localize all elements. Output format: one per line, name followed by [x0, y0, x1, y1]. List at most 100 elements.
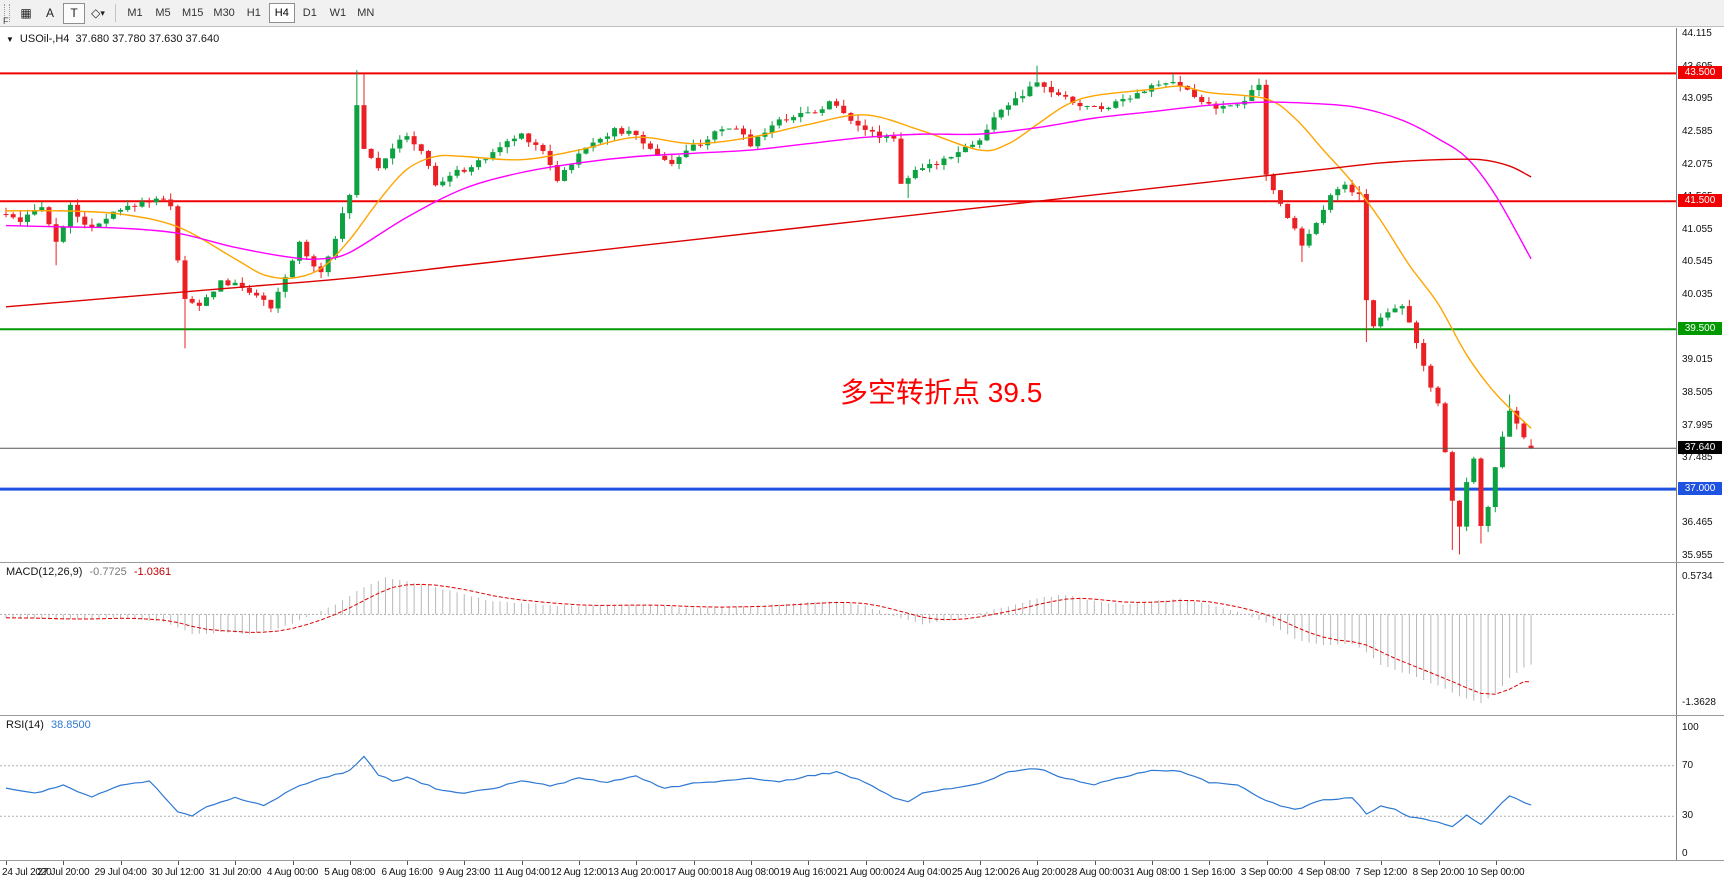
price-tick-label: 42.585 — [1682, 125, 1713, 137]
ma-line-fast-orange — [5, 85, 1532, 429]
time-tickmark — [1094, 861, 1096, 865]
price-level-label: 37.000 — [1678, 482, 1722, 496]
price-tick-label: 41.055 — [1682, 223, 1713, 235]
macd-label: MACD(12,26,9) -0.7725 -1.0361 — [6, 566, 175, 578]
date-label: 12 Aug 12:00 — [550, 867, 608, 878]
price-tick-label: 43.095 — [1682, 93, 1713, 105]
date-label: 4 Aug 00:00 — [266, 867, 319, 878]
date-label: 29 Jul 04:00 — [94, 867, 147, 878]
rsi-line — [5, 755, 1532, 828]
indicator-tick-label: 70 — [1682, 759, 1694, 771]
time-tickmark — [235, 861, 237, 865]
rsi-name: RSI(14) — [6, 719, 44, 731]
timeframe-button-M1[interactable]: M1 — [122, 3, 148, 23]
price-level-label: 39.500 — [1678, 322, 1722, 336]
time-tickmark — [1381, 861, 1383, 865]
time-tickmark — [579, 861, 580, 865]
rsi-value: 38.8500 — [50, 719, 91, 731]
price-tick-label: 44.115 — [1682, 28, 1712, 39]
indicator-tick-label: 100 — [1682, 722, 1699, 733]
time-tickmark — [1323, 861, 1325, 865]
price-tick-label: 35.955 — [1682, 550, 1713, 561]
time-tickmark — [407, 861, 409, 865]
timeframe-group: M1 M5 M15 M30 H1 H4 D1 W1 MN — [121, 3, 380, 23]
timeframe-button-H1[interactable]: H1 — [241, 3, 267, 23]
price-tick-label: 40.545 — [1682, 256, 1713, 268]
ma-line-medium-magenta — [5, 101, 1532, 261]
timeframe-button-MN[interactable]: MN — [353, 3, 379, 23]
price-tick-label: 36.465 — [1682, 517, 1713, 529]
ma-line-slow-red — [5, 158, 1532, 308]
text-a-button[interactable]: A — [39, 3, 61, 24]
date-label: 24 Aug 04:00 — [894, 867, 952, 878]
macd-canvas[interactable] — [0, 563, 1724, 716]
date-label: 17 Aug 00:00 — [665, 867, 722, 878]
annotation-text[interactable]: 多空转折点 39.5 — [840, 377, 1043, 408]
rsi-scale[interactable]: 100 70 30 0 — [1677, 716, 1724, 861]
rsi-pane: RSI(14) 38.8500 100 70 30 0 — [0, 715, 1724, 861]
toolbar: ▦ A T ◇ ▾ M1 M5 M15 M30 H1 H4 D1 W1 MN F — [0, 0, 1724, 27]
date-label: 13 Aug 20:00 — [608, 867, 665, 878]
macd-name: MACD(12,26,9) — [6, 566, 83, 578]
date-label: 5 Aug 08:00 — [324, 867, 376, 878]
macd-pane: MACD(12,26,9) -0.7725 -1.0361 0.5734 -1.3… — [0, 562, 1724, 716]
draw-tools-dropdown[interactable]: ◇ ▾ — [87, 3, 109, 24]
timeframe-button-M5[interactable]: M5 — [150, 3, 176, 23]
date-label: 18 Aug 08:00 — [722, 867, 780, 878]
price-tick-label: 42.075 — [1682, 158, 1713, 170]
macd-scale[interactable]: 0.5734 -1.3628 — [1677, 563, 1724, 716]
price-scale[interactable]: 44.11543.60543.09542.58542.07541.56541.0… — [1677, 28, 1724, 562]
date-label: 3 Sep 00:00 — [1240, 867, 1293, 878]
text-t-button[interactable]: T — [63, 2, 85, 24]
toolbar-f-label: F — [3, 16, 9, 26]
time-axis[interactable]: 24 Jul 2020 27 Jul 20:00 29 Jul 04:00 30 Ju… — [0, 860, 1724, 895]
price-level-label: 43.500 — [1678, 66, 1722, 80]
macd-signal-line — [5, 583, 1532, 695]
date-label: 9 Aug 23:00 — [438, 867, 490, 878]
indicator-tick-label: 0.5734 — [1682, 571, 1713, 582]
rsi-label: RSI(14) 38.8500 — [6, 719, 95, 731]
time-tickmark — [1037, 861, 1039, 865]
time-tickmark — [1495, 861, 1497, 865]
price-tick-label: 37.995 — [1682, 419, 1713, 431]
date-label: 8 Sep 20:00 — [1412, 867, 1465, 878]
time-tickmark — [120, 861, 122, 865]
date-label: 4 Sep 08:00 — [1298, 867, 1350, 878]
time-tickmark — [6, 861, 7, 865]
timeframe-button-M15[interactable]: M15 — [178, 3, 207, 23]
time-tickmark — [636, 861, 638, 865]
date-label: 11 Aug 04:00 — [493, 867, 550, 878]
chart-style-button[interactable]: ▦ — [15, 3, 37, 24]
indicator-tick-label: 30 — [1682, 810, 1694, 822]
timeframe-button-W1[interactable]: W1 — [325, 3, 351, 23]
bar-chart-icon: ▦ — [20, 6, 32, 20]
timeframe-button-M30[interactable]: M30 — [209, 3, 238, 23]
date-label: 31 Aug 08:00 — [1123, 867, 1181, 878]
main-chart-canvas[interactable] — [0, 28, 1724, 562]
date-label: 1 Sep 16:00 — [1183, 867, 1236, 878]
indicator-tick-label: 0 — [1682, 848, 1688, 859]
time-tickmark — [63, 861, 65, 865]
time-tickmark — [464, 861, 466, 865]
time-tickmark — [521, 861, 523, 865]
time-tickmark — [1438, 861, 1440, 865]
price-tick-label: 43.605 — [1682, 61, 1713, 72]
macd-main-value: -0.7725 — [89, 566, 127, 578]
ohlc-values: 37.680 37.780 37.630 37.640 — [75, 33, 220, 45]
timeframe-button-D1[interactable]: D1 — [297, 3, 323, 23]
date-label: 21 Aug 00:00 — [837, 867, 894, 878]
rsi-canvas[interactable] — [0, 716, 1724, 861]
timeframe-button-H4[interactable]: H4 — [268, 3, 295, 23]
indicator-tick-label: -1.3628 — [1682, 697, 1716, 708]
chart-title: ▼ USOil-,H4 37.680 37.780 37.630 37.640 — [6, 33, 219, 45]
toolbar-separator — [115, 4, 116, 22]
candles-layer[interactable] — [3, 65, 1534, 555]
price-tick-label: 39.015 — [1682, 354, 1713, 366]
date-label: 31 Jul 20:00 — [209, 867, 262, 878]
main-chart-pane: ▼ USOil-,H4 37.680 37.780 37.630 37.640 … — [0, 28, 1724, 562]
toolbar-grip[interactable] — [4, 4, 10, 22]
price-level-label: 37.640 — [1678, 441, 1722, 455]
time-tickmark — [808, 861, 810, 865]
time-tickmark — [1209, 861, 1211, 865]
date-label: 19 Aug 16:00 — [779, 867, 837, 878]
